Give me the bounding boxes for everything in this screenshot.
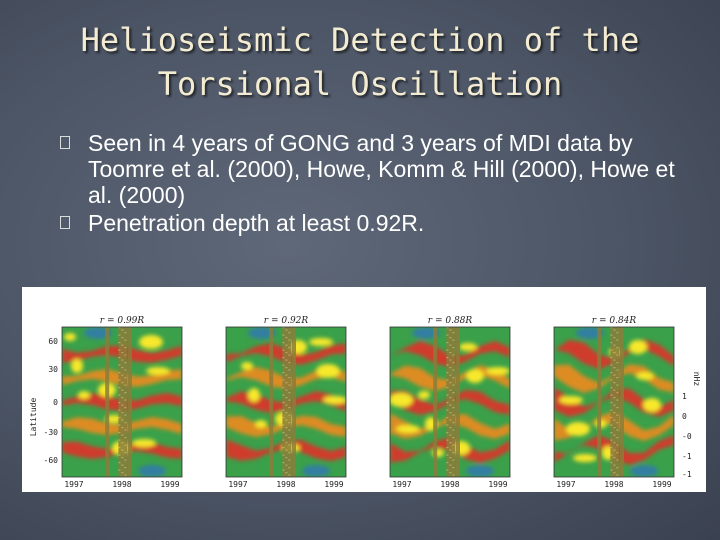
y-tick-label: -60: [44, 456, 59, 465]
panel-title: r = 0.99R: [100, 316, 145, 326]
panel-1: r = 0.99R 1997 1998 1999: [61, 316, 183, 489]
bullet-item-penetration: Penetration depth at least 0.92R.: [60, 210, 680, 236]
bullet-list: Seen in 4 years of GONG and 3 years of M…: [60, 130, 680, 238]
bullet-text: Penetration depth at least 0.92R.: [88, 210, 425, 236]
panel-4: r = 0.84R 1997 1998 1999: [553, 316, 675, 489]
figure-svg: Latitude 60 30 0 -30 -60 nHz 1 0 -0 -1 -…: [29, 316, 701, 489]
panel-2: r = 0.92R 1997 1998 1999: [225, 316, 347, 489]
torsional-oscillation-figure: Latitude 60 30 0 -30 -60 nHz 1 0 -0 -1 -…: [22, 287, 706, 492]
right-tick-label: 0: [682, 412, 687, 421]
right-axis-label: nHz: [692, 372, 701, 387]
x-tick-label: 1997: [64, 480, 83, 489]
x-tick-label: 1997: [228, 480, 247, 489]
right-tick-label: -1: [682, 452, 692, 461]
panel-3: r = 0.88R 1997 1998 1999: [389, 316, 511, 489]
panel-title: r = 0.88R: [428, 316, 473, 326]
panel-title: r = 0.84R: [592, 316, 637, 326]
x-tick-label: 1998: [440, 480, 459, 489]
right-tick-label: 1: [682, 392, 687, 401]
panel-title: r = 0.92R: [264, 316, 309, 326]
bullet-item-observations: Seen in 4 years of GONG and 3 years of M…: [60, 130, 680, 208]
slide-title: Helioseismic Detection of the Torsional …: [60, 18, 660, 106]
x-tick-label: 1997: [556, 480, 575, 489]
slide-title-line-1: Helioseismic Detection of the: [80, 21, 640, 59]
slide-title-line-2: Torsional Oscillation: [157, 65, 563, 103]
x-tick-label: 1998: [112, 480, 131, 489]
x-tick-label: 1998: [276, 480, 295, 489]
y-axis-label: Latitude: [29, 398, 38, 437]
y-tick-label: 30: [48, 365, 58, 374]
x-tick-label: 1999: [652, 480, 671, 489]
bullet-box-icon: [60, 216, 70, 229]
bullet-box-icon: [60, 136, 70, 149]
x-tick-label: 1999: [488, 480, 507, 489]
x-tick-label: 1999: [324, 480, 343, 489]
x-tick-label: 1997: [392, 480, 411, 489]
bullet-text: Seen in 4 years of GONG and 3 years of M…: [88, 130, 675, 208]
y-tick-label: -30: [44, 428, 59, 437]
y-tick-label: 0: [53, 398, 58, 407]
y-tick-label: 60: [48, 337, 58, 346]
right-tick-label: -1: [682, 470, 692, 479]
x-tick-label: 1999: [160, 480, 179, 489]
x-tick-label: 1998: [604, 480, 623, 489]
right-tick-label: -0: [682, 432, 692, 441]
